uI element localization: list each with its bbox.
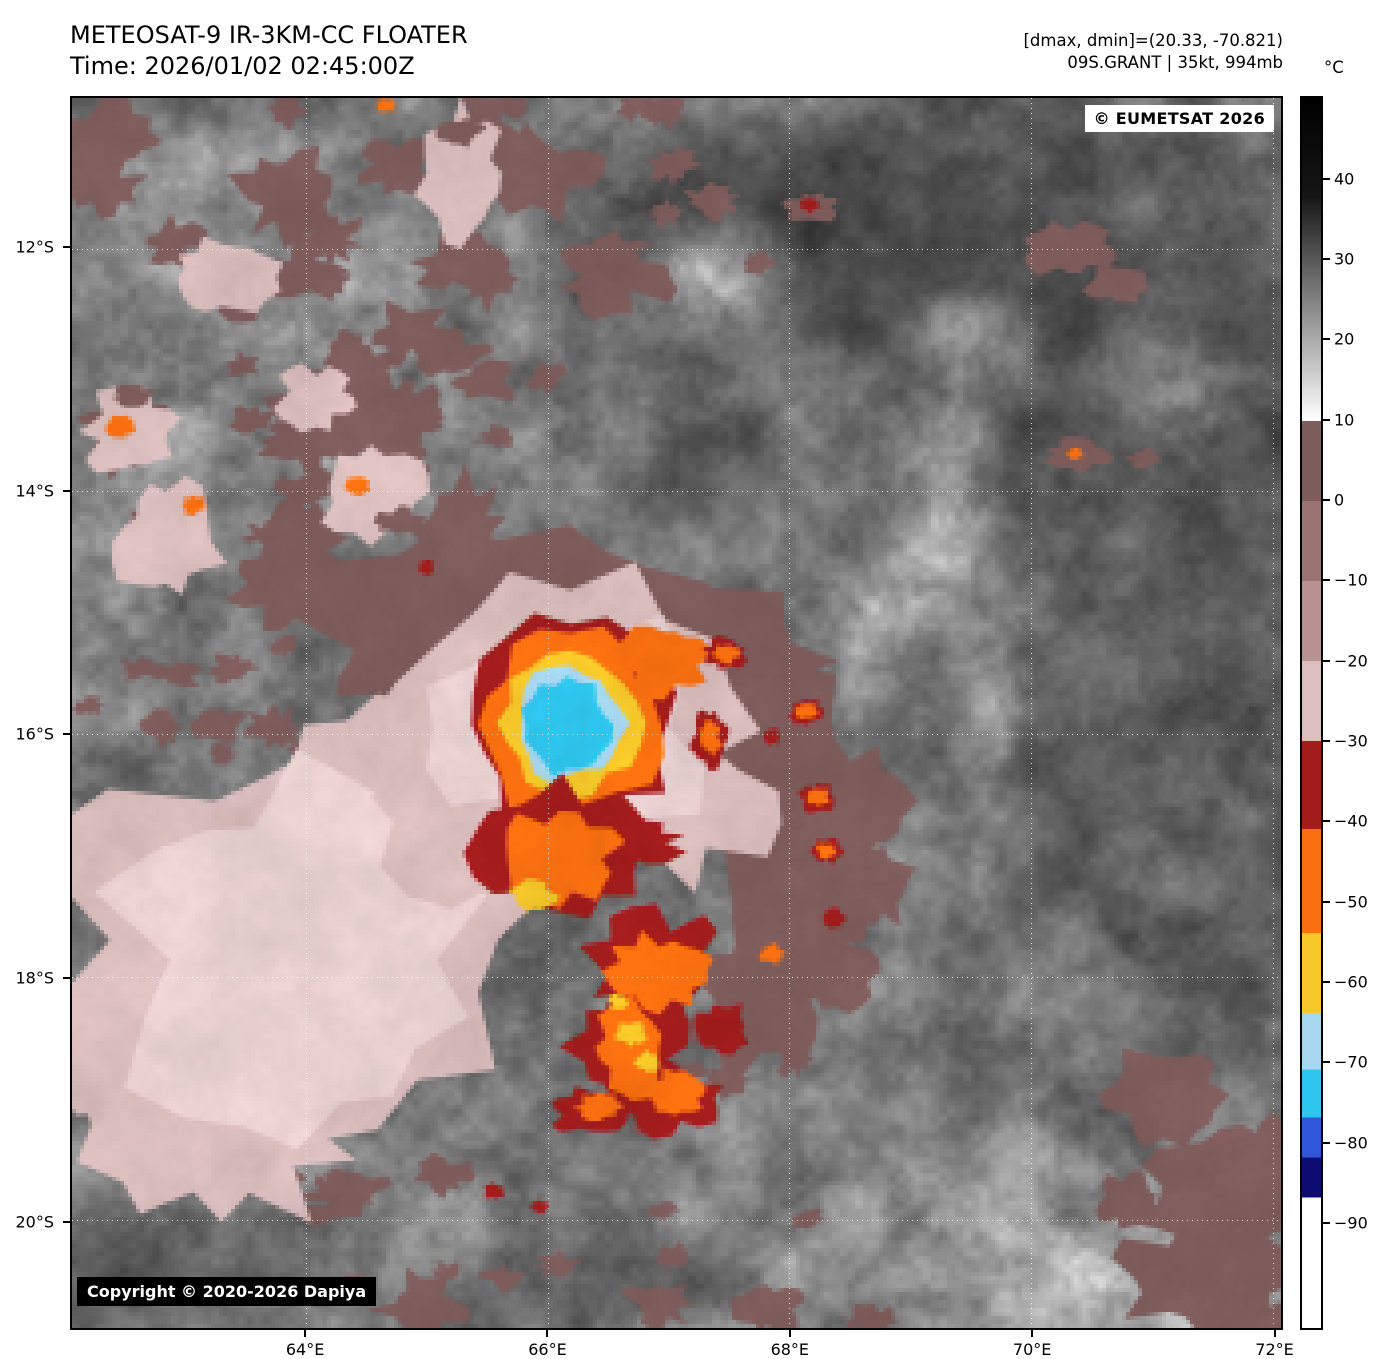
lon-tick-label: 70°E xyxy=(1012,1340,1052,1359)
lat-axis-tickmarks xyxy=(63,96,70,1330)
colorbar-gradient xyxy=(1302,98,1321,1328)
colorbar-tick-label: −50 xyxy=(1334,892,1368,912)
gridline-lon-70 xyxy=(1030,98,1032,1328)
gridline-lon-64 xyxy=(306,98,308,1328)
colorbar-tickmarks xyxy=(1323,96,1330,1330)
colorbar-tick-label: 10 xyxy=(1334,410,1355,430)
colorbar-tick-label: 0 xyxy=(1334,490,1345,510)
lon-tick-mark xyxy=(1031,1330,1034,1337)
colorbar-tick-mark xyxy=(1323,418,1330,421)
colorbar-tick-mark xyxy=(1323,1222,1330,1225)
satellite-map: © EUMETSAT 2026 Copyright © 2020-2026 Da… xyxy=(70,96,1283,1330)
colorbar-tick-label: −10 xyxy=(1334,570,1368,590)
colorbar-tick-mark xyxy=(1323,258,1330,261)
lat-tick-mark xyxy=(63,733,70,736)
colorbar-tick-label: −60 xyxy=(1334,972,1368,992)
lat-tick-label: 20°S xyxy=(15,1212,54,1232)
colorbar-tick-mark xyxy=(1323,1061,1330,1064)
dmax-dmin-readout: [dmax, dmin]=(20.33, -70.821) xyxy=(1023,31,1284,50)
gridline-lat-14 xyxy=(72,491,1281,493)
lat-tick-mark xyxy=(63,246,70,249)
gridline-lat-12 xyxy=(72,248,1281,250)
lat-tick-mark xyxy=(63,976,70,979)
lon-tick-label: 66°E xyxy=(528,1340,567,1359)
colorbar-tick-label: 30 xyxy=(1334,249,1355,269)
lon-tick-label: 64°E xyxy=(285,1340,325,1359)
info-block: [dmax, dmin]=(20.33, -70.821) 09S.GRANT … xyxy=(1024,30,1284,74)
lon-tick-mark xyxy=(1273,1330,1276,1337)
satellite-image-canvas xyxy=(72,98,1281,1328)
colorbar-tick-mark xyxy=(1323,338,1330,341)
lon-tick-label: 72°E xyxy=(1255,1340,1294,1359)
lat-tick-label: 12°S xyxy=(15,237,54,257)
colorbar-tick-labels: 40 30 20 10 0 −10 −20 −30 −40 −50 −60 −70 −80 −90 xyxy=(1334,96,1388,1330)
lat-tick-label: 18°S xyxy=(15,968,54,988)
colorbar-tick-mark xyxy=(1323,900,1330,903)
graticule xyxy=(72,98,1281,1328)
gridline-lon-68 xyxy=(789,98,791,1328)
colorbar-tick-label: 20 xyxy=(1334,329,1355,349)
colorbar-tick-mark xyxy=(1323,981,1330,984)
colorbar xyxy=(1300,96,1323,1330)
figure-timestamp: Time: 2026/01/02 02:45:00Z xyxy=(70,52,415,81)
eumetsat-credit: © EUMETSAT 2026 xyxy=(1084,105,1274,132)
colorbar-tick-mark xyxy=(1323,659,1330,662)
colorbar-tick-label: −90 xyxy=(1334,1213,1368,1233)
colorbar-tick-mark xyxy=(1323,1141,1330,1144)
lon-axis-tickmarks xyxy=(70,1330,1283,1337)
copyright-credit: Copyright © 2020-2026 Dapiya xyxy=(77,1277,377,1306)
colorbar-tick-label: −20 xyxy=(1334,651,1368,671)
lat-axis-labels: 12°S 14°S 16°S 18°S 20°S xyxy=(0,96,62,1330)
gridline-lat-18 xyxy=(72,977,1281,979)
lon-tick-mark xyxy=(546,1330,549,1337)
gridline-lon-66 xyxy=(547,98,549,1328)
title-block: METEOSAT-9 IR-3KM-CC FLOATER Time: 2026/… xyxy=(70,20,468,82)
lon-tick-label: 68°E xyxy=(770,1340,810,1359)
lon-axis-labels: 64°E 66°E 68°E 70°E 72°E xyxy=(70,1338,1294,1359)
colorbar-tick-mark xyxy=(1323,177,1330,180)
colorbar-tick-label: −40 xyxy=(1334,811,1368,831)
lat-tick-label: 14°S xyxy=(15,481,54,501)
figure-title: METEOSAT-9 IR-3KM-CC FLOATER xyxy=(70,21,468,49)
lat-tick-mark xyxy=(63,1220,70,1223)
gridline-lat-20 xyxy=(72,1219,1281,1221)
storm-id-readout: 09S.GRANT | 35kt, 994mb xyxy=(1067,52,1283,72)
colorbar-tick-mark xyxy=(1323,820,1330,823)
lat-tick-label: 16°S xyxy=(15,724,54,744)
colorbar-tick-mark xyxy=(1323,740,1330,743)
lon-tick-mark xyxy=(788,1330,791,1337)
lat-tick-mark xyxy=(63,489,70,492)
colorbar-tick-label: −80 xyxy=(1334,1133,1368,1153)
colorbar-tick-mark xyxy=(1323,499,1330,502)
colorbar-tick-label: 40 xyxy=(1334,169,1355,189)
colorbar-tick-mark xyxy=(1323,579,1330,582)
gridline-lon-72 xyxy=(1272,98,1274,1328)
colorbar-unit-label: °C xyxy=(1324,58,1344,77)
colorbar-tick-label: −30 xyxy=(1334,731,1368,751)
gridline-lat-16 xyxy=(72,734,1281,736)
colorbar-tick-label: −70 xyxy=(1334,1052,1368,1072)
lon-tick-mark xyxy=(304,1330,307,1337)
